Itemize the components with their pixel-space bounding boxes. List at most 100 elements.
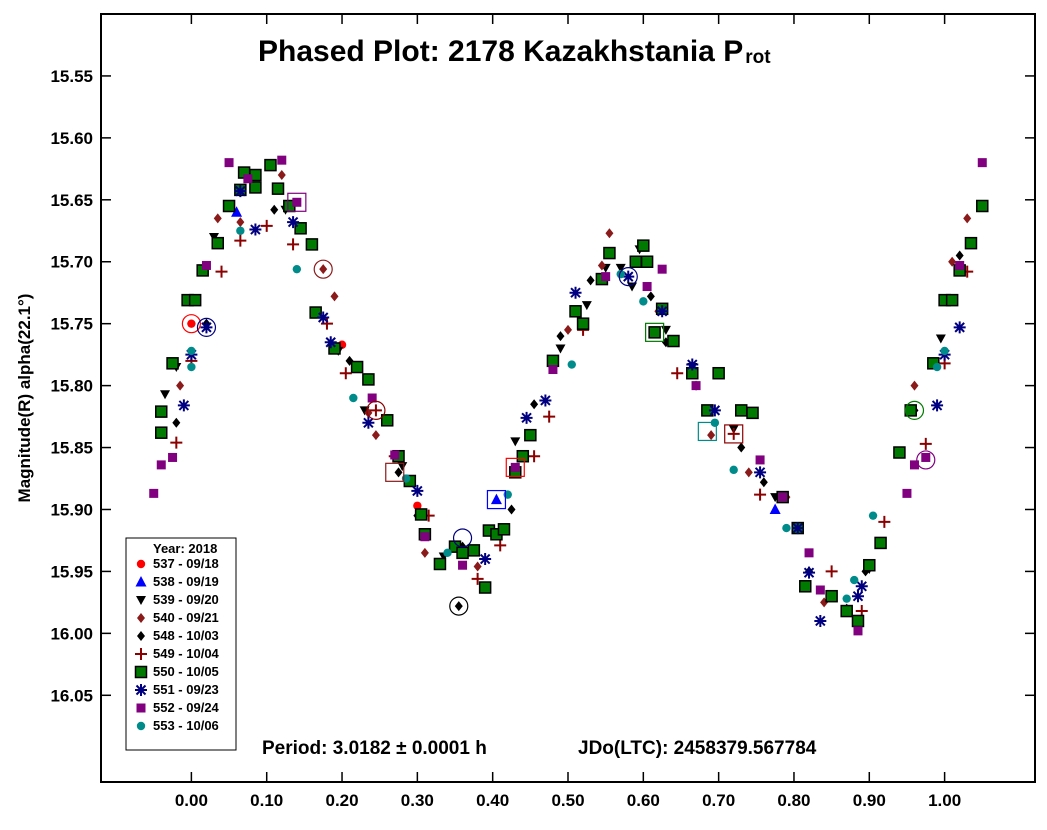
point-538 <box>231 206 243 217</box>
point-548 <box>556 331 565 342</box>
legend-marker <box>134 665 148 679</box>
legend-marker <box>136 703 146 713</box>
point-551 <box>200 321 213 334</box>
point-539 <box>510 437 521 447</box>
point-552 <box>657 264 667 274</box>
point-551 <box>411 484 424 497</box>
point-551 <box>569 286 582 299</box>
highlight-ring <box>452 528 473 548</box>
x-tick-label: 0.50 <box>551 791 584 810</box>
highlight-ring <box>181 314 201 334</box>
point-550 <box>166 357 179 370</box>
legend-box <box>125 537 237 751</box>
point-537 <box>413 501 422 510</box>
plot-frame <box>100 13 1036 783</box>
point-552 <box>224 158 234 168</box>
point-549 <box>170 436 183 449</box>
point-550 <box>734 404 748 417</box>
point-549 <box>528 450 541 463</box>
highlight-square <box>697 421 717 442</box>
point-551 <box>287 216 300 229</box>
highlight-square <box>645 322 665 342</box>
point-552 <box>955 260 965 270</box>
highlight-ring <box>313 259 333 279</box>
point-552 <box>691 381 701 391</box>
point-552 <box>156 460 166 470</box>
point-552 <box>292 197 302 207</box>
y-tick-label: 15.95 <box>50 562 93 581</box>
legend-marker <box>136 596 146 605</box>
point-549 <box>543 410 556 423</box>
legend-label: 551 - 09/23 <box>153 682 219 697</box>
point-548 <box>172 417 181 428</box>
point-551 <box>324 336 337 349</box>
x-tick-label: 0.90 <box>853 791 886 810</box>
legend-marker <box>136 721 146 731</box>
point-548 <box>454 601 463 612</box>
point-540 <box>473 561 482 572</box>
point-551 <box>520 411 533 424</box>
x-tick-label: 1.00 <box>928 791 961 810</box>
point-550 <box>211 236 224 250</box>
point-549 <box>287 238 300 251</box>
point-551 <box>931 399 944 412</box>
point-548 <box>507 504 516 515</box>
point-550 <box>799 580 812 593</box>
point-540 <box>236 217 245 228</box>
point-552 <box>243 174 253 184</box>
point-549 <box>825 565 838 578</box>
y-tick-label: 15.85 <box>50 439 93 458</box>
point-539 <box>615 263 626 273</box>
point-550 <box>863 558 876 572</box>
point-550 <box>264 158 277 172</box>
point-540 <box>910 380 919 391</box>
point-539 <box>627 282 638 292</box>
legend-title: Year: 2018 <box>153 541 217 556</box>
x-tick-label: 0.10 <box>250 791 283 810</box>
point-549 <box>320 317 333 330</box>
point-540 <box>564 324 572 335</box>
point-552 <box>778 492 788 502</box>
point-552 <box>804 548 814 558</box>
point-540 <box>605 228 614 239</box>
point-552 <box>853 626 863 636</box>
y-tick-label: 15.75 <box>50 315 93 334</box>
x-tick-label: 0.70 <box>702 791 735 810</box>
legend-items: 537 - 09/18 538 - 09/19 539 - 09/20 540 - 0… <box>134 556 220 733</box>
highlight-ring <box>916 450 936 470</box>
point-551 <box>803 566 816 579</box>
point-538 <box>490 493 502 505</box>
point-537 <box>187 319 196 328</box>
point-552 <box>902 488 912 498</box>
highlight-square <box>505 457 525 477</box>
x-tick-label: 0.40 <box>476 791 509 810</box>
point-549 <box>754 488 767 501</box>
point-550 <box>964 236 978 250</box>
point-553 <box>443 548 452 558</box>
point-550 <box>629 255 643 268</box>
point-553 <box>567 360 576 369</box>
highlight-ring <box>196 317 217 337</box>
y-tick-label: 15.65 <box>50 191 93 210</box>
point-552 <box>201 260 211 270</box>
point-552 <box>168 452 178 462</box>
point-548 <box>530 399 539 410</box>
point-550 <box>350 360 364 374</box>
y-tick-label: 15.55 <box>50 67 93 86</box>
chart-title-subscript: rot <box>745 47 771 68</box>
point-548 <box>270 204 279 215</box>
point-548 <box>759 477 768 488</box>
point-550 <box>222 199 236 213</box>
point-553 <box>639 297 648 306</box>
point-550 <box>155 405 168 418</box>
point-551 <box>656 305 669 318</box>
point-549 <box>494 539 507 552</box>
point-553 <box>349 393 358 403</box>
point-550 <box>309 306 322 319</box>
point-551 <box>686 358 699 371</box>
point-550 <box>524 428 537 442</box>
legend-label: 537 - 09/18 <box>153 556 219 571</box>
point-553 <box>842 594 851 603</box>
point-553 <box>292 264 302 274</box>
